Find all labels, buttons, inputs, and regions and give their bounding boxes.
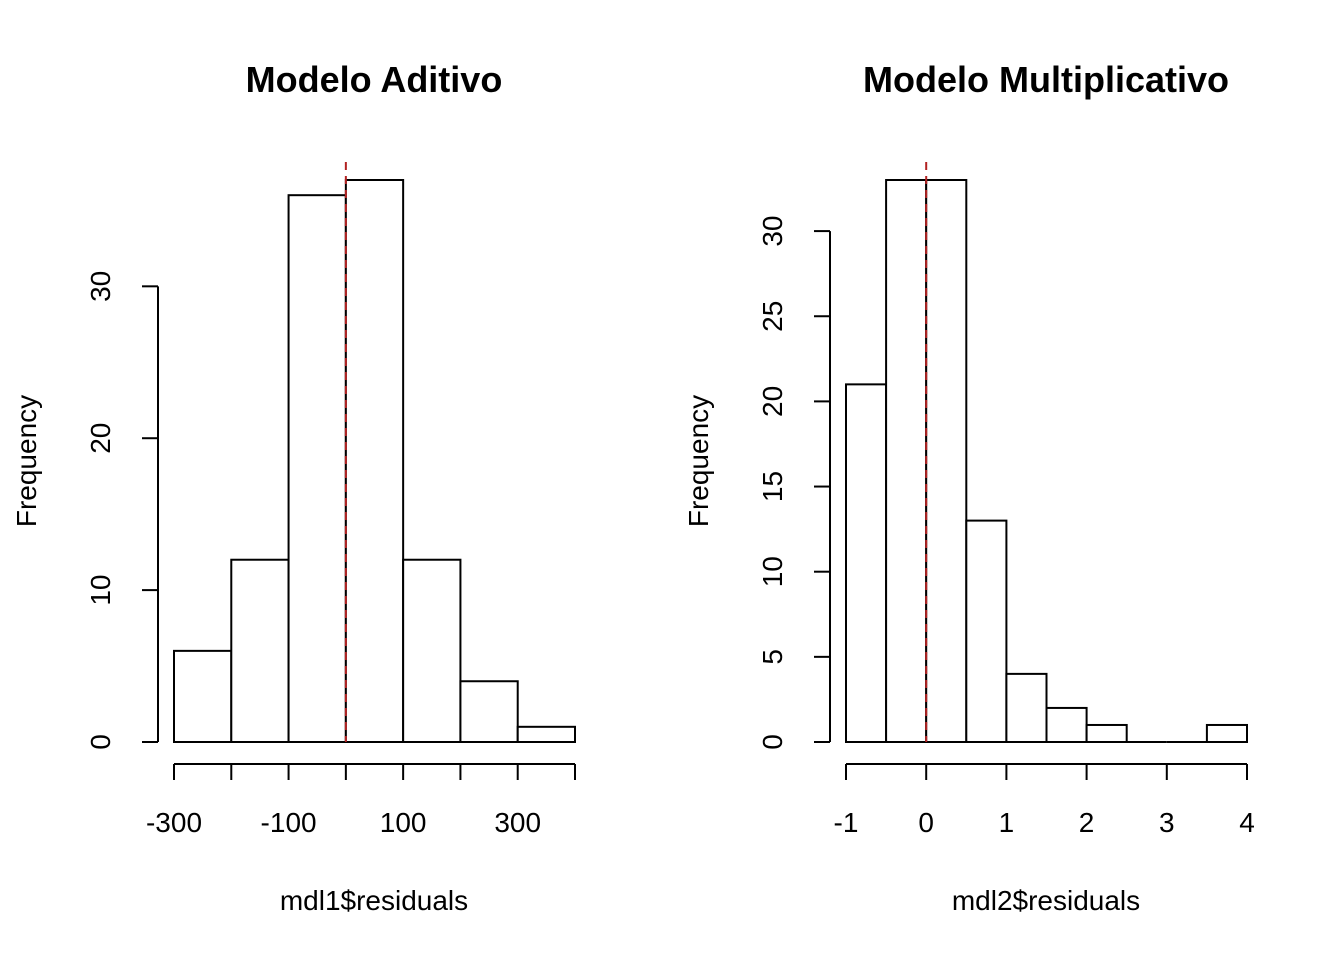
y-tick-label: 5 [757, 649, 788, 665]
x-tick-label: -100 [261, 807, 317, 838]
x-tick-label: -1 [834, 807, 859, 838]
x-tick-label: 2 [1079, 807, 1095, 838]
bars [845, 179, 1249, 744]
x-tick-label: 3 [1159, 807, 1175, 838]
bars [173, 179, 577, 743]
y-axis: 0 5 10 15 20 25 30 [757, 216, 831, 750]
x-tick-label: 4 [1239, 807, 1255, 838]
x-tick-label: 300 [494, 807, 541, 838]
x-axis: -1 0 1 2 3 4 [834, 763, 1255, 838]
panel-modelo-multiplicativo: Modelo Multiplicativo mdl2$residuals Fre… [683, 59, 1255, 916]
y-tick-label: 0 [757, 734, 788, 750]
x-tick-label: 0 [918, 807, 934, 838]
histogram-bar [459, 680, 519, 743]
x-tick-label: -300 [146, 807, 202, 838]
histogram-bar [1085, 723, 1128, 744]
histogram-bar [1045, 706, 1088, 743]
y-tick-label: 25 [757, 301, 788, 332]
y-tick-label: 10 [85, 575, 116, 606]
panel-modelo-aditivo: Modelo Aditivo mdl1$residuals Frequency … [11, 59, 577, 916]
y-tick-label: 10 [757, 556, 788, 587]
x-tick-label: 100 [380, 807, 427, 838]
histogram-bar [516, 725, 577, 743]
histogram-bar [885, 179, 928, 743]
y-tick-label: 30 [85, 271, 116, 302]
histogram-bar [965, 519, 1008, 744]
chart-title: Modelo Multiplicativo [863, 59, 1229, 100]
histogram-bar [1005, 672, 1048, 743]
histogram-bar [287, 194, 347, 743]
x-axis: -300 -100 100 300 [146, 763, 576, 838]
chart-title: Modelo Aditivo [246, 59, 503, 100]
x-axis-label: mdl1$residuals [280, 885, 468, 916]
x-tick-label: 1 [999, 807, 1015, 838]
histogram-bar [925, 179, 968, 743]
y-tick-label: 0 [85, 734, 116, 750]
y-axis: 0 10 20 30 [85, 271, 159, 750]
histogram-bar [1205, 723, 1249, 744]
y-axis-label: Frequency [11, 395, 42, 527]
y-tick-label: 15 [757, 471, 788, 502]
histogram-bar [230, 558, 290, 743]
y-tick-label: 30 [757, 216, 788, 247]
x-axis-label: mdl2$residuals [952, 885, 1140, 916]
y-tick-label: 20 [85, 423, 116, 454]
y-tick-label: 20 [757, 386, 788, 417]
y-axis-label: Frequency [683, 395, 714, 527]
histogram-bar [344, 179, 405, 743]
histogram-bar [845, 383, 888, 743]
histogram-bar [402, 558, 462, 743]
histogram-bar [173, 649, 233, 743]
